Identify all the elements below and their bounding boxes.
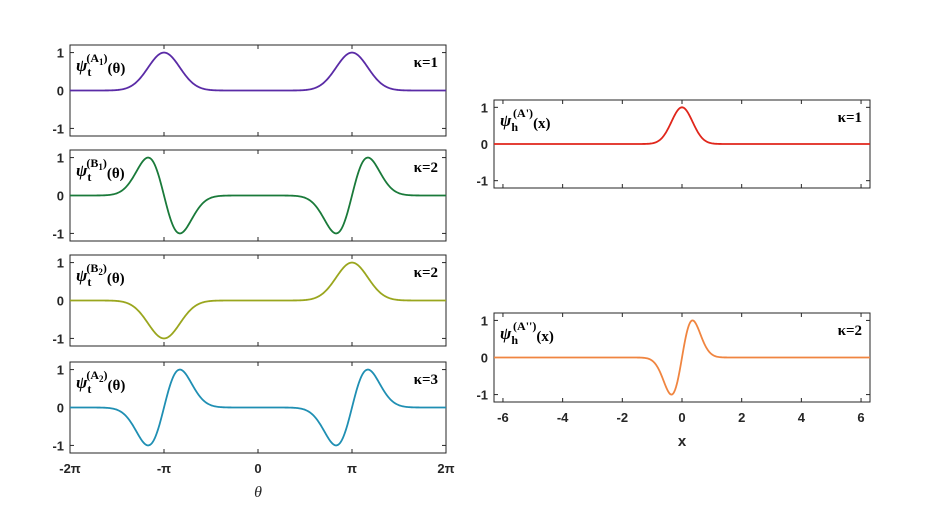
x-tick-label: -6	[497, 410, 509, 425]
y-tick-label: 0	[57, 84, 64, 99]
y-tick-label: 1	[57, 256, 64, 271]
kappa-label: κ=3	[414, 372, 438, 388]
panel-hA2: 1 0 -1 -6 -4 -2 0 2 4 6 x ψh(A'')(x) κ=2	[476, 312, 871, 450]
y-tick-label: 1	[481, 313, 488, 328]
panel-label: ψt(B1)(θ)	[76, 156, 125, 184]
y-tick-label: -1	[476, 174, 488, 189]
series-line-tA1	[70, 51, 446, 92]
series-line-tA2	[70, 368, 446, 447]
y-tick-label: 0	[481, 137, 488, 152]
panel-label: ψh(A'')(x)	[500, 319, 554, 347]
x-tick-label: -2	[617, 410, 629, 425]
x-tick-label: -π	[157, 461, 171, 476]
y-tick-label: -1	[476, 388, 488, 403]
series-line-tB2	[70, 261, 446, 340]
panel-tB2: 1 0 -1 ψt(B2)(θ) κ=2	[52, 254, 447, 347]
kappa-label: κ=2	[838, 323, 862, 339]
y-tick-label: 1	[57, 46, 64, 61]
y-tick-label: 1	[481, 100, 488, 115]
y-tick-label: 0	[57, 189, 64, 204]
panel-hA1: 1 0 -1 ψh(A')(x) κ=1	[476, 99, 871, 189]
x-tick-label: 2π	[437, 461, 454, 476]
panel-label: ψt(A2)(θ)	[76, 368, 125, 396]
series-line-hA2	[494, 319, 870, 396]
kappa-label: κ=2	[414, 160, 438, 176]
y-tick-label: -1	[52, 438, 64, 453]
y-tick-label: 0	[481, 351, 488, 366]
series-line-tB1	[70, 156, 446, 235]
panel-label: ψt(B2)(θ)	[76, 261, 125, 289]
y-tick-label: 0	[57, 401, 64, 416]
x-tick-label: 6	[857, 410, 864, 425]
x-tick-label: 4	[798, 410, 806, 425]
x-tick-label: -4	[557, 410, 569, 425]
panel-label: ψh(A')(x)	[500, 106, 551, 134]
panel-tA2: 1 0 -1 -2π -π 0 π 2π θ ψt(A2)(θ) κ=3	[52, 361, 455, 501]
x-tick-label: 0	[678, 410, 685, 425]
x-tick-label: 2	[738, 410, 745, 425]
series-line-hA1	[494, 106, 870, 145]
y-tick-label: 1	[57, 151, 64, 166]
kappa-label: κ=2	[414, 265, 438, 281]
kappa-label: κ=1	[838, 110, 862, 126]
panel-tA1: 1 0 -1 ψt(A1)(θ) κ=1	[52, 44, 447, 137]
panel-label: ψt(A1)(θ)	[76, 51, 125, 79]
y-tick-label: 1	[57, 363, 64, 378]
x-axis-label: θ	[254, 484, 262, 501]
y-tick-label: -1	[52, 226, 64, 241]
y-tick-label: -1	[52, 121, 64, 136]
x-tick-label: -2π	[59, 461, 81, 476]
x-tick-label: 0	[254, 461, 261, 476]
kappa-label: κ=1	[414, 55, 438, 71]
x-axis-label: x	[678, 433, 687, 450]
y-tick-label: -1	[52, 331, 64, 346]
y-tick-label: 0	[57, 294, 64, 309]
x-tick-label: π	[347, 461, 357, 476]
panel-tB1: 1 0 -1 ψt(B1)(θ) κ=2	[52, 149, 447, 242]
